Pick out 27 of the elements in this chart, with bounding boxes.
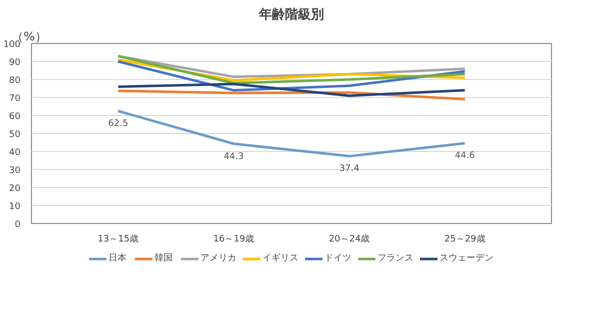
data-label: 62.5 xyxy=(108,119,128,129)
legend-label: フランス xyxy=(378,252,414,264)
y-tick-label: 80 xyxy=(9,76,21,86)
legend-label: アメリカ xyxy=(200,252,236,264)
x-tick-label: 20～24歳 xyxy=(328,234,370,244)
data-label: 44.3 xyxy=(224,152,244,162)
y-tick-label: 10 xyxy=(9,202,21,212)
data-label: 37.4 xyxy=(339,164,360,174)
legend-label: ドイツ xyxy=(324,252,352,264)
legend-label: スウェーデン xyxy=(440,252,494,264)
legend-label: イギリス xyxy=(262,252,298,264)
legend-label: 日本 xyxy=(108,252,128,264)
x-tick-label: 13～15歳 xyxy=(98,234,139,244)
y-tick-label: 70 xyxy=(9,94,21,104)
y-tick-label: 0 xyxy=(14,220,21,230)
y-tick-label: 40 xyxy=(9,148,21,158)
chart-title: 年齢階級別 xyxy=(258,8,324,22)
x-tick-label: 25～29歳 xyxy=(444,234,486,244)
x-tick-label: 16～19歳 xyxy=(213,234,254,244)
line-series xyxy=(116,82,466,97)
y-tick-label: 20 xyxy=(9,184,21,194)
y-tick-label: 30 xyxy=(9,166,21,176)
y-tick-label: 60 xyxy=(9,112,21,122)
y-tick-label: 90 xyxy=(9,58,21,68)
data-label: 44.6 xyxy=(454,151,476,162)
legend-label: 韓国 xyxy=(154,252,174,264)
y-tick-label: 50 xyxy=(9,130,21,140)
